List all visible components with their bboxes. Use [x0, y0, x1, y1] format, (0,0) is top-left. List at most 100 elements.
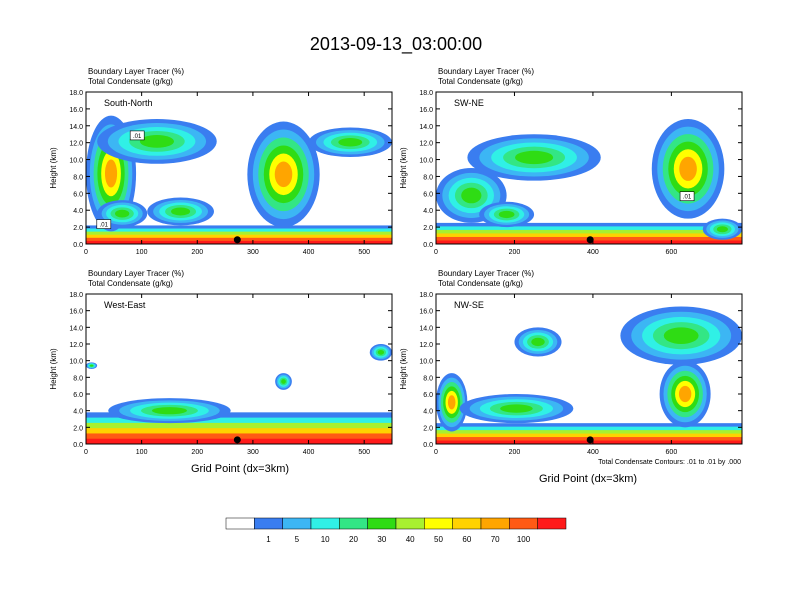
y-axis-label: Height (km): [399, 348, 408, 390]
x-tick-label: 400: [587, 449, 599, 456]
panel-header-line: Total Condensate (g/kg): [88, 77, 173, 86]
panel-label: South-North: [104, 98, 153, 108]
condensate-blob: [679, 156, 697, 181]
condensate-blob: [531, 337, 545, 347]
panel-header-line: Boundary Layer Tracer (%): [88, 269, 184, 278]
condensate-blob: [498, 210, 515, 219]
x-tick-label: 400: [303, 249, 315, 256]
x-tick-label: 300: [247, 449, 259, 456]
x-axis-label-left: Grid Point (dx=3km): [191, 463, 289, 475]
x-tick-label: 0: [434, 449, 438, 456]
panel-label: NW-SE: [454, 300, 484, 310]
x-tick-label: 400: [303, 449, 315, 456]
colorbar-swatch: [254, 517, 283, 530]
condensate-blob: [461, 187, 482, 204]
condensate-blob: [104, 159, 118, 188]
y-tick-label: 0.0: [423, 242, 433, 249]
y-axis-label: Height (km): [49, 348, 58, 390]
location-marker: [586, 436, 594, 444]
y-axis-label: Height (km): [49, 147, 58, 189]
y-tick-label: 18.0: [69, 292, 83, 299]
y-tick-label: 6.0: [423, 392, 433, 399]
location-marker: [233, 436, 241, 444]
panel-frame: [435, 91, 743, 245]
colorbar-label: 100: [517, 535, 531, 544]
x-tick-label: 600: [666, 449, 678, 456]
contour-label-box: [96, 219, 112, 229]
x-tick-label: 200: [191, 249, 203, 256]
condensate-blob: [500, 404, 533, 413]
x-tick-label: 500: [358, 249, 370, 256]
y-tick-label: 12.0: [69, 141, 83, 148]
y-tick-label: 0.0: [73, 242, 83, 249]
colorbar-swatch: [282, 517, 312, 530]
condensate-blob: [139, 135, 175, 148]
y-tick-label: 18.0: [419, 292, 433, 299]
y-tick-label: 2.0: [423, 425, 433, 432]
y-tick-label: 6.0: [73, 392, 83, 399]
panel-header-line: Boundary Layer Tracer (%): [438, 67, 534, 76]
y-tick-label: 10.0: [69, 359, 83, 366]
y-tick-label: 16.0: [419, 309, 433, 316]
condensate-blob: [115, 209, 130, 218]
contour-label: .01: [133, 134, 142, 140]
x-tick-label: 400: [587, 249, 599, 256]
colorbar-swatch: [367, 517, 397, 530]
y-tick-label: 12.0: [419, 141, 433, 148]
colorbar-label: 40: [406, 535, 415, 544]
panel-label: SW-NE: [454, 98, 484, 108]
colorbar-label: 1: [266, 535, 271, 544]
panel-header-line: Total Condensate (g/kg): [88, 279, 173, 288]
y-tick-label: 4.0: [423, 409, 433, 416]
colorbar-label: 20: [349, 535, 358, 544]
y-tick-label: 16.0: [419, 107, 433, 114]
colorbar-label: 70: [491, 535, 500, 544]
x-tick-label: 200: [509, 249, 521, 256]
condensate-blob: [281, 379, 286, 384]
panel-label: West-East: [104, 300, 146, 310]
y-tick-label: 4.0: [73, 208, 83, 215]
x-tick-label: 500: [358, 449, 370, 456]
y-tick-label: 10.0: [419, 158, 433, 165]
x-tick-label: 300: [247, 249, 259, 256]
y-tick-label: 0.0: [423, 442, 433, 449]
contour-label-box: [679, 191, 695, 202]
colorbar-label: 30: [377, 535, 386, 544]
y-tick-label: 8.0: [423, 174, 433, 181]
y-tick-label: 8.0: [423, 375, 433, 382]
y-tick-label: 4.0: [73, 409, 83, 416]
condensate-blob: [447, 395, 456, 410]
panel-header-line: Total Condensate (g/kg): [438, 279, 523, 288]
contour-label-box: [129, 130, 145, 141]
y-tick-label: 2.0: [423, 225, 433, 232]
y-tick-label: 14.0: [419, 325, 433, 332]
condensate-blob: [663, 327, 699, 344]
colorbar-swatch: [339, 517, 368, 530]
colorbar-swatch: [537, 517, 567, 530]
panel-header-line: Boundary Layer Tracer (%): [88, 67, 184, 76]
colorbar-label: 60: [462, 535, 471, 544]
location-marker: [233, 236, 241, 244]
y-tick-label: 18.0: [419, 90, 433, 97]
y-tick-label: 6.0: [423, 191, 433, 198]
panel-frame: [85, 293, 393, 445]
contour-label: .01: [100, 223, 109, 229]
condensate-blob: [274, 161, 293, 188]
x-tick-label: 600: [666, 249, 678, 256]
panels: 0.0 2.0 4.0 6.0 8.0 10.0 12.0 14.0 16.0 18.0 0 100 2…: [49, 67, 743, 456]
colorbar-swatch: [452, 517, 482, 530]
colorbar-swatch: [480, 517, 510, 530]
colorbar-label: 10: [321, 535, 330, 544]
plot-area: [436, 119, 742, 244]
y-tick-label: 14.0: [69, 124, 83, 131]
y-tick-label: 12.0: [69, 342, 83, 349]
x-tick-label: 100: [136, 449, 148, 456]
y-tick-label: 2.0: [73, 425, 83, 432]
x-tick-label: 200: [191, 449, 203, 456]
y-tick-label: 10.0: [419, 359, 433, 366]
figure-title: 2013-09-13_03:00:00: [310, 34, 482, 55]
condensate-blob: [515, 150, 554, 165]
contour-note: Total Condensate Contours: .01 to .01 by…: [598, 459, 741, 466]
